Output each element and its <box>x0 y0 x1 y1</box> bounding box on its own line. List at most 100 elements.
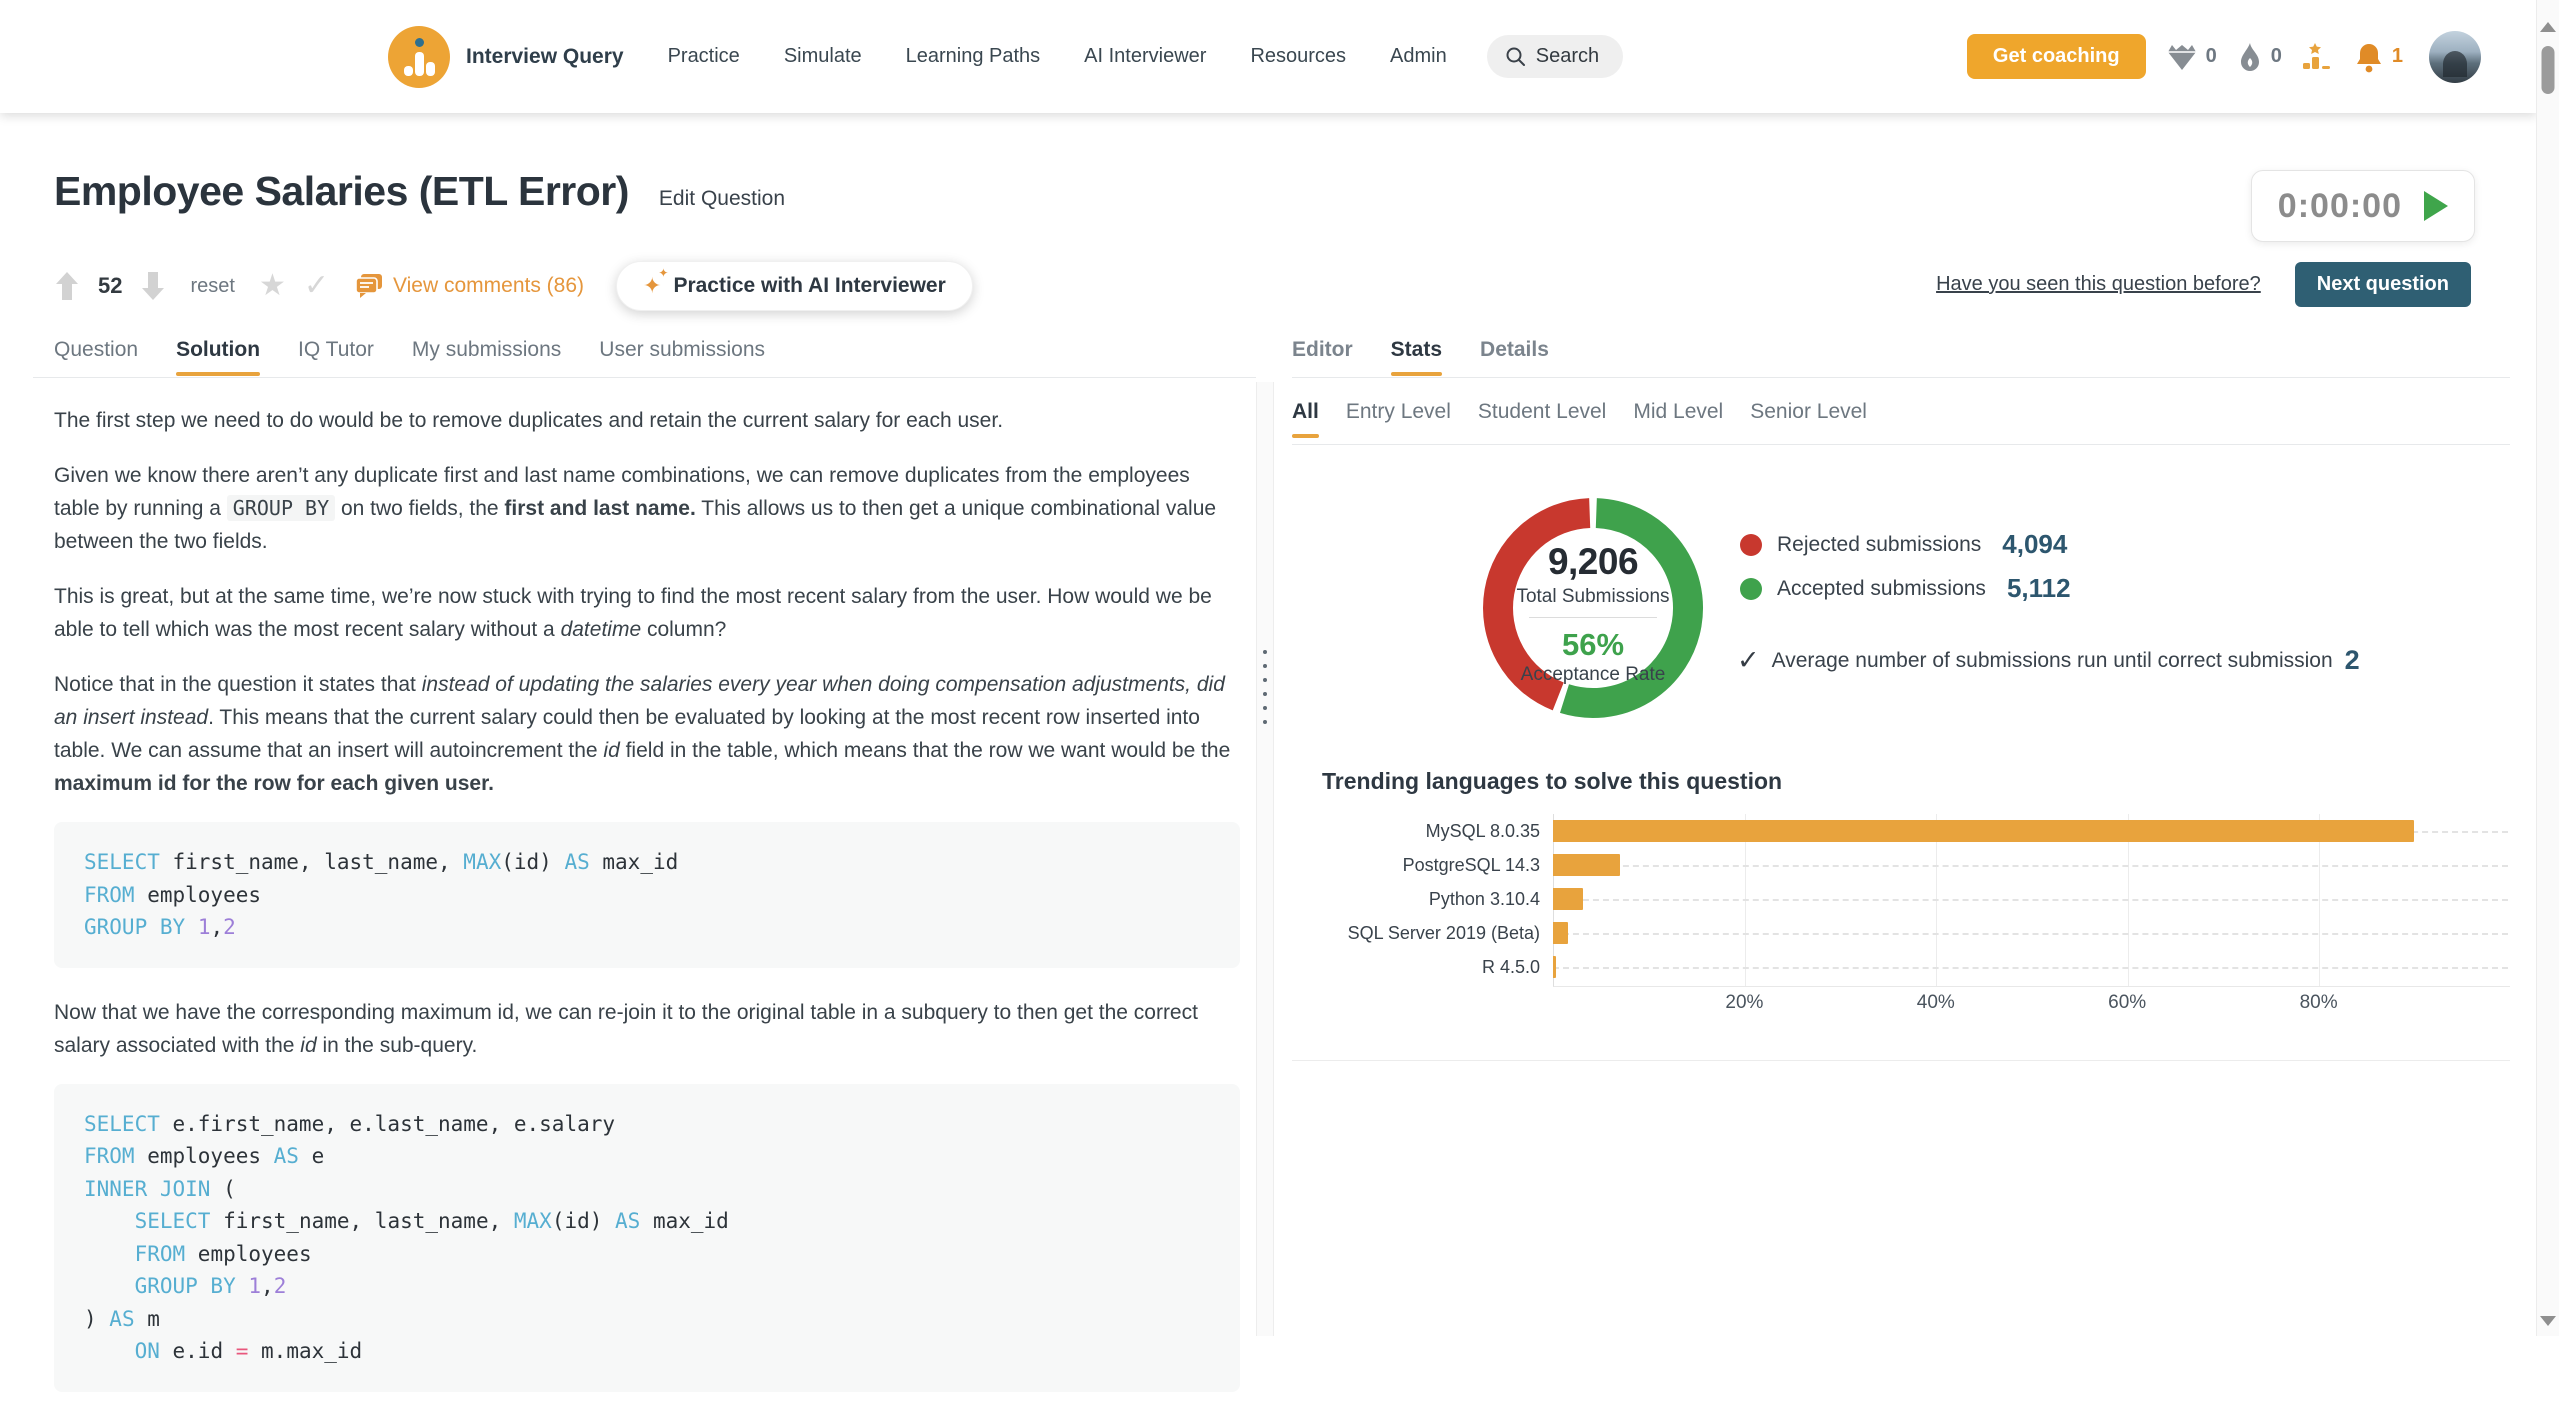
tab-solution[interactable]: Solution <box>176 338 260 376</box>
average-submissions-label: Average number of submissions run until … <box>1771 648 2333 672</box>
interview-query-logo-icon[interactable] <box>388 25 450 88</box>
code-token: 2 <box>273 1274 287 1298</box>
stats-tab-mid-level[interactable]: Mid Level <box>1633 400 1724 423</box>
search-button[interactable]: Search <box>1486 35 1624 78</box>
accepted-value: 5,112 <box>2006 573 2071 603</box>
brand-name[interactable]: Interview Query <box>466 44 624 68</box>
tab-user-submissions[interactable]: User submissions <box>599 338 765 361</box>
stats-tab-all[interactable]: All <box>1292 400 1319 438</box>
bar-value-1 <box>1553 820 2415 842</box>
scrollbar-up-arrow-icon[interactable] <box>2540 22 2556 32</box>
code-token: 1 <box>197 915 211 939</box>
accepted-label: Accepted submissions <box>1777 576 1986 600</box>
code-token: employees <box>185 1241 312 1266</box>
nav-link-simulate[interactable]: Simulate <box>783 45 862 67</box>
text-run: The first step we need to do would be to… <box>54 409 1004 432</box>
bar-chart-title: Trending languages to solve this questio… <box>1322 768 1783 794</box>
tab-iq-tutor[interactable]: IQ Tutor <box>298 338 374 361</box>
code-token: max_id <box>589 850 679 874</box>
nav-link-ai-interviewer[interactable]: AI Interviewer <box>1084 45 1207 67</box>
timer-play-button[interactable] <box>2424 191 2448 221</box>
tab-question[interactable]: Question <box>54 338 139 361</box>
code-token <box>236 1274 249 1298</box>
page-scrollbar[interactable] <box>2536 0 2559 1336</box>
left-tabbar-rule <box>33 377 1256 378</box>
leaderboard-icon[interactable] <box>2302 41 2334 73</box>
donut-legend: Rejected submissions 4,094 Accepted subm… <box>1740 529 2071 619</box>
tab-editor[interactable]: Editor <box>1292 338 1353 361</box>
bar-row-dashline <box>1553 865 2508 867</box>
notifications-bell-icon[interactable] <box>2354 41 2384 73</box>
practice-ai-label: Practice with AI Interviewer <box>673 274 946 297</box>
tab-stats[interactable]: Stats <box>1390 338 1443 376</box>
text-run: id <box>300 1033 317 1057</box>
tab-my-submissions[interactable]: My submissions <box>411 338 562 361</box>
bookmark-star-icon[interactable]: ★ <box>258 269 286 302</box>
top-navbar: Interview Query Practice Simulate Learning… <box>0 0 2537 113</box>
acceptance-rate-label: Acceptance Rate <box>1520 664 1666 685</box>
tab-details[interactable]: Details <box>1480 338 1549 361</box>
rejected-legend-row: Rejected submissions 4,094 <box>1740 529 2071 559</box>
bar-row-4: SQL Server 2019 (Beta) <box>1322 916 2510 950</box>
code-token: SELECT <box>134 1209 211 1233</box>
downvote-icon[interactable] <box>140 271 166 301</box>
rejected-label: Rejected submissions <box>1777 532 1982 556</box>
timer-value: 0:00:00 <box>2277 186 2402 225</box>
seen-question-link[interactable]: Have you seen this question before? <box>1936 273 2261 295</box>
solution-paragraph: The first step we need to do would be to… <box>54 404 1240 437</box>
gem-icon[interactable] <box>2166 43 2198 71</box>
average-submissions-row: ✓ Average number of submissions run unti… <box>1737 645 2360 676</box>
total-submissions-label: Total Submissions <box>1516 586 1670 607</box>
nav-link-practice[interactable]: Practice <box>667 45 740 67</box>
nav-link-resources[interactable]: Resources <box>1250 45 1347 67</box>
code-token: first_name, last_name, <box>210 1209 514 1233</box>
code-token: FROM <box>84 1144 135 1168</box>
accepted-dot-icon <box>1740 577 1762 600</box>
nav-link-admin[interactable]: Admin <box>1390 45 1447 67</box>
drag-dots-icon <box>1263 650 1267 724</box>
edit-question-link[interactable]: Edit Question <box>658 187 785 210</box>
code-token: SELECT <box>84 850 160 874</box>
stats-tab-senior-level[interactable]: Senior Level <box>1750 400 1867 423</box>
code-token <box>84 1209 135 1233</box>
next-question-button[interactable]: Next question <box>2294 262 2471 307</box>
solution-paragraph: This is great, but at the same time, we’… <box>54 580 1240 646</box>
stats-tab-student-level[interactable]: Student Level <box>1477 400 1607 423</box>
accepted-arc <box>1560 498 1703 718</box>
get-coaching-button[interactable]: Get coaching <box>1966 34 2146 79</box>
view-comments-link[interactable]: View comments (86) <box>355 273 584 299</box>
streak-flame-icon[interactable] <box>2237 42 2263 72</box>
code-token: e <box>298 1144 325 1168</box>
code-token: employees <box>134 1144 274 1168</box>
nav-link-learning-paths[interactable]: Learning Paths <box>905 45 1041 67</box>
code-token: AS <box>109 1306 135 1331</box>
reset-vote-link[interactable]: reset <box>190 274 235 297</box>
bar-row-2: PostgreSQL 14.3 <box>1322 848 2510 882</box>
check-icon: ✓ <box>1737 645 1760 675</box>
code-line: INNER JOIN ( <box>84 1173 1210 1206</box>
code-line: GROUP BY 1,2 <box>84 911 1210 944</box>
bar-row-1: MySQL 8.0.35 <box>1322 814 2510 848</box>
text-run: on two fields, the <box>335 497 505 520</box>
bar-value-3 <box>1553 888 1583 910</box>
practice-ai-interviewer-button[interactable]: ✦ ✦ Practice with AI Interviewer <box>616 261 973 311</box>
code-line: SELECT first_name, last_name, MAX(id) AS… <box>84 846 1210 879</box>
code-token: 1 <box>248 1274 262 1298</box>
panel-resize-handle[interactable] <box>1256 382 1274 1336</box>
code-token: (id) <box>551 1209 616 1233</box>
user-avatar[interactable] <box>2429 30 2481 83</box>
code-line: ON e.id = m.max_id <box>84 1335 1210 1368</box>
sql-code-block: SELECT first_name, last_name, MAX(id) AS… <box>54 822 1240 968</box>
bar-value-5 <box>1553 956 1556 978</box>
scrollbar-down-arrow-icon[interactable] <box>2540 1316 2556 1326</box>
accepted-legend-row: Accepted submissions 5,112 <box>1740 573 2071 603</box>
bar-category-label: R 4.5.0 <box>1481 956 1540 977</box>
bar-chart-x-axis: 20% 40% 60% 80% <box>1553 992 2510 1018</box>
mark-complete-check-icon[interactable]: ✓ <box>303 269 329 302</box>
code-token: ON <box>134 1339 160 1363</box>
scrollbar-thumb[interactable] <box>2541 46 2555 94</box>
stats-tab-entry-level[interactable]: Entry Level <box>1345 400 1451 423</box>
upvote-icon[interactable] <box>54 271 80 301</box>
donut-divider <box>1529 617 1657 618</box>
notification-count: 1 <box>2391 45 2403 67</box>
